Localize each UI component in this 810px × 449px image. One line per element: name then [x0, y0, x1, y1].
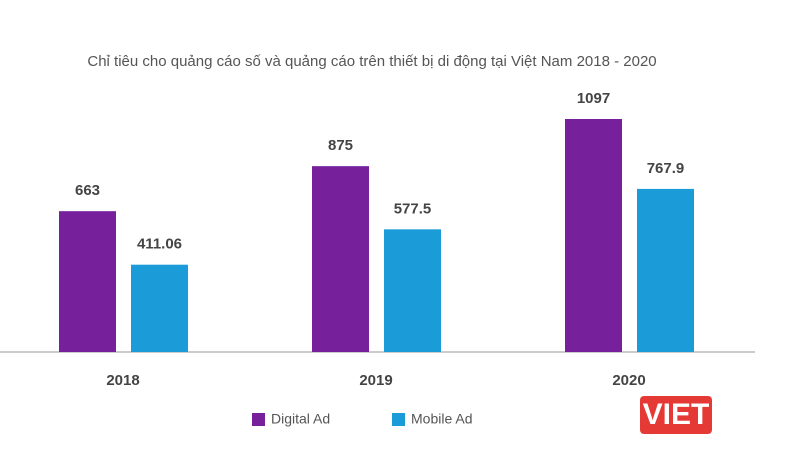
value-label: 663: [75, 182, 100, 199]
bar: [384, 229, 441, 352]
watermark-text: VIET: [643, 398, 710, 431]
chart-title: Chỉ tiêu cho quảng cáo số và quảng cáo t…: [87, 53, 656, 70]
bar: [637, 188, 694, 352]
x-tick-label: 2018: [106, 372, 139, 389]
value-label: 577.5: [394, 200, 432, 217]
value-label: 767.9: [647, 160, 685, 177]
legend-label: Mobile Ad: [411, 411, 472, 427]
watermark-logo: VIET: [640, 396, 712, 434]
legend-swatch: [252, 413, 265, 426]
bar: [565, 119, 622, 352]
bar: [59, 211, 116, 352]
x-tick-label: 2020: [612, 372, 645, 389]
legend-label: Digital Ad: [271, 411, 330, 427]
value-label: 411.06: [137, 236, 182, 253]
watermark-box: [640, 396, 712, 434]
x-tick-label: 2019: [359, 372, 392, 389]
legend-swatch: [392, 413, 405, 426]
value-label: 875: [328, 137, 353, 154]
bar: [312, 166, 369, 352]
value-label: 1097: [577, 90, 610, 107]
bar: [131, 264, 188, 352]
